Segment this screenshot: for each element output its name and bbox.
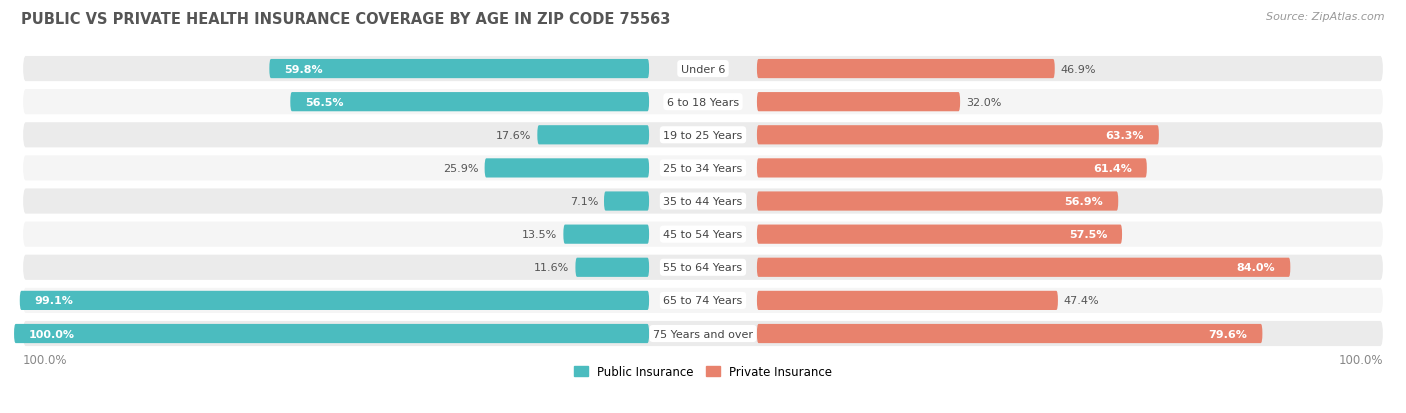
Text: 99.1%: 99.1% [35, 296, 73, 306]
Text: 59.8%: 59.8% [284, 64, 323, 74]
FancyBboxPatch shape [756, 225, 1122, 244]
FancyBboxPatch shape [485, 159, 650, 178]
Text: 17.6%: 17.6% [496, 131, 531, 140]
Legend: Public Insurance, Private Insurance: Public Insurance, Private Insurance [569, 360, 837, 383]
FancyBboxPatch shape [756, 258, 1291, 277]
Text: 79.6%: 79.6% [1209, 329, 1247, 339]
FancyBboxPatch shape [290, 93, 650, 112]
FancyBboxPatch shape [756, 93, 960, 112]
FancyBboxPatch shape [22, 321, 1384, 346]
Text: 45 to 54 Years: 45 to 54 Years [664, 230, 742, 240]
FancyBboxPatch shape [756, 159, 1147, 178]
FancyBboxPatch shape [22, 156, 1384, 181]
Text: PUBLIC VS PRIVATE HEALTH INSURANCE COVERAGE BY AGE IN ZIP CODE 75563: PUBLIC VS PRIVATE HEALTH INSURANCE COVER… [21, 12, 671, 27]
Text: 56.9%: 56.9% [1064, 197, 1104, 206]
Text: 13.5%: 13.5% [522, 230, 557, 240]
Text: 46.9%: 46.9% [1060, 64, 1097, 74]
Text: 75 Years and over: 75 Years and over [652, 329, 754, 339]
FancyBboxPatch shape [22, 255, 1384, 280]
FancyBboxPatch shape [22, 222, 1384, 247]
Text: 56.5%: 56.5% [305, 97, 344, 107]
Text: 7.1%: 7.1% [569, 197, 598, 206]
FancyBboxPatch shape [575, 258, 650, 277]
FancyBboxPatch shape [20, 291, 650, 310]
Text: Source: ZipAtlas.com: Source: ZipAtlas.com [1267, 12, 1385, 22]
FancyBboxPatch shape [756, 60, 1054, 79]
FancyBboxPatch shape [605, 192, 650, 211]
Text: 19 to 25 Years: 19 to 25 Years [664, 131, 742, 140]
FancyBboxPatch shape [756, 126, 1159, 145]
Text: 61.4%: 61.4% [1092, 164, 1132, 173]
FancyBboxPatch shape [22, 189, 1384, 214]
Text: 47.4%: 47.4% [1064, 296, 1099, 306]
FancyBboxPatch shape [756, 324, 1263, 343]
FancyBboxPatch shape [270, 60, 650, 79]
Text: Under 6: Under 6 [681, 64, 725, 74]
Text: 55 to 64 Years: 55 to 64 Years [664, 263, 742, 273]
FancyBboxPatch shape [22, 288, 1384, 313]
FancyBboxPatch shape [756, 192, 1118, 211]
FancyBboxPatch shape [14, 324, 650, 343]
FancyBboxPatch shape [22, 90, 1384, 115]
Text: 100.0%: 100.0% [22, 353, 67, 366]
Text: 57.5%: 57.5% [1069, 230, 1107, 240]
Text: 65 to 74 Years: 65 to 74 Years [664, 296, 742, 306]
Text: 63.3%: 63.3% [1105, 131, 1144, 140]
Text: 100.0%: 100.0% [1339, 353, 1384, 366]
FancyBboxPatch shape [22, 123, 1384, 148]
Text: 84.0%: 84.0% [1237, 263, 1275, 273]
Text: 35 to 44 Years: 35 to 44 Years [664, 197, 742, 206]
FancyBboxPatch shape [756, 291, 1057, 310]
Text: 6 to 18 Years: 6 to 18 Years [666, 97, 740, 107]
FancyBboxPatch shape [537, 126, 650, 145]
FancyBboxPatch shape [564, 225, 650, 244]
Text: 25.9%: 25.9% [443, 164, 478, 173]
Text: 11.6%: 11.6% [534, 263, 569, 273]
Text: 25 to 34 Years: 25 to 34 Years [664, 164, 742, 173]
Text: 32.0%: 32.0% [966, 97, 1001, 107]
FancyBboxPatch shape [22, 57, 1384, 82]
Text: 100.0%: 100.0% [30, 329, 75, 339]
